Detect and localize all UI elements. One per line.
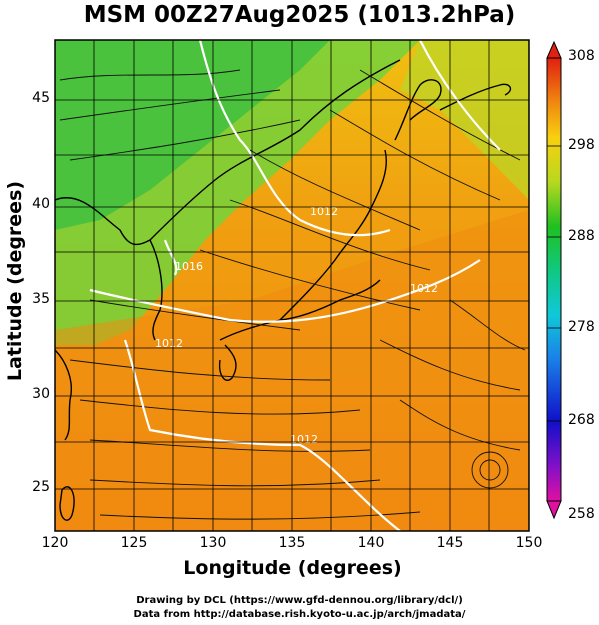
y-tick-label: 35 bbox=[32, 291, 50, 307]
y-tick-label: 40 bbox=[32, 196, 50, 212]
credit-data: Data from http://database.rish.kyoto-u.a… bbox=[133, 609, 466, 620]
credit-drawing: Drawing by DCL (https://www.gfd-dennou.o… bbox=[136, 595, 463, 606]
colorbar bbox=[546, 40, 562, 520]
colorbar-tick-label: 278 bbox=[568, 319, 595, 335]
isobar-label: 1012 bbox=[410, 282, 438, 295]
y-tick-label: 25 bbox=[32, 479, 50, 495]
lat-lon-grid bbox=[55, 40, 529, 531]
plot-frame bbox=[54, 39, 530, 532]
x-tick-label: 145 bbox=[436, 535, 464, 551]
colorbar-tick-label: 298 bbox=[568, 137, 595, 153]
isobar-label: 1012 bbox=[155, 337, 183, 350]
x-tick-label: 135 bbox=[278, 535, 306, 551]
map-title: MSM 00Z27Aug2025 (1013.2hPa) bbox=[83, 2, 516, 28]
colorbar-tick-label: 268 bbox=[568, 412, 595, 428]
x-axis-label: Longitude (degrees) bbox=[183, 557, 402, 579]
isobar-labels: 1012 1016 1012 1012 1012 bbox=[155, 205, 438, 446]
y-axis-label: Latitude (degrees) bbox=[4, 180, 26, 382]
isobar-label: 1012 bbox=[290, 433, 318, 446]
colorbar-tick-label: 288 bbox=[568, 228, 595, 244]
x-tick-label: 130 bbox=[199, 535, 227, 551]
colorbar-top-arrow bbox=[546, 40, 562, 59]
x-tick-label: 120 bbox=[41, 535, 69, 551]
y-tick-label: 30 bbox=[32, 386, 50, 402]
colorbar-tick-label: 308 bbox=[568, 48, 595, 64]
isobars bbox=[89, 40, 501, 531]
isobar-label: 1016 bbox=[175, 260, 203, 273]
coastlines bbox=[55, 59, 512, 521]
x-tick-label: 150 bbox=[515, 535, 543, 551]
x-tick-label: 125 bbox=[120, 535, 148, 551]
x-tick-label: 140 bbox=[357, 535, 385, 551]
y-tick-label: 45 bbox=[32, 90, 50, 106]
colorbar-bottom-arrow bbox=[546, 500, 562, 520]
colorbar-tick-label: 258 bbox=[568, 506, 595, 522]
